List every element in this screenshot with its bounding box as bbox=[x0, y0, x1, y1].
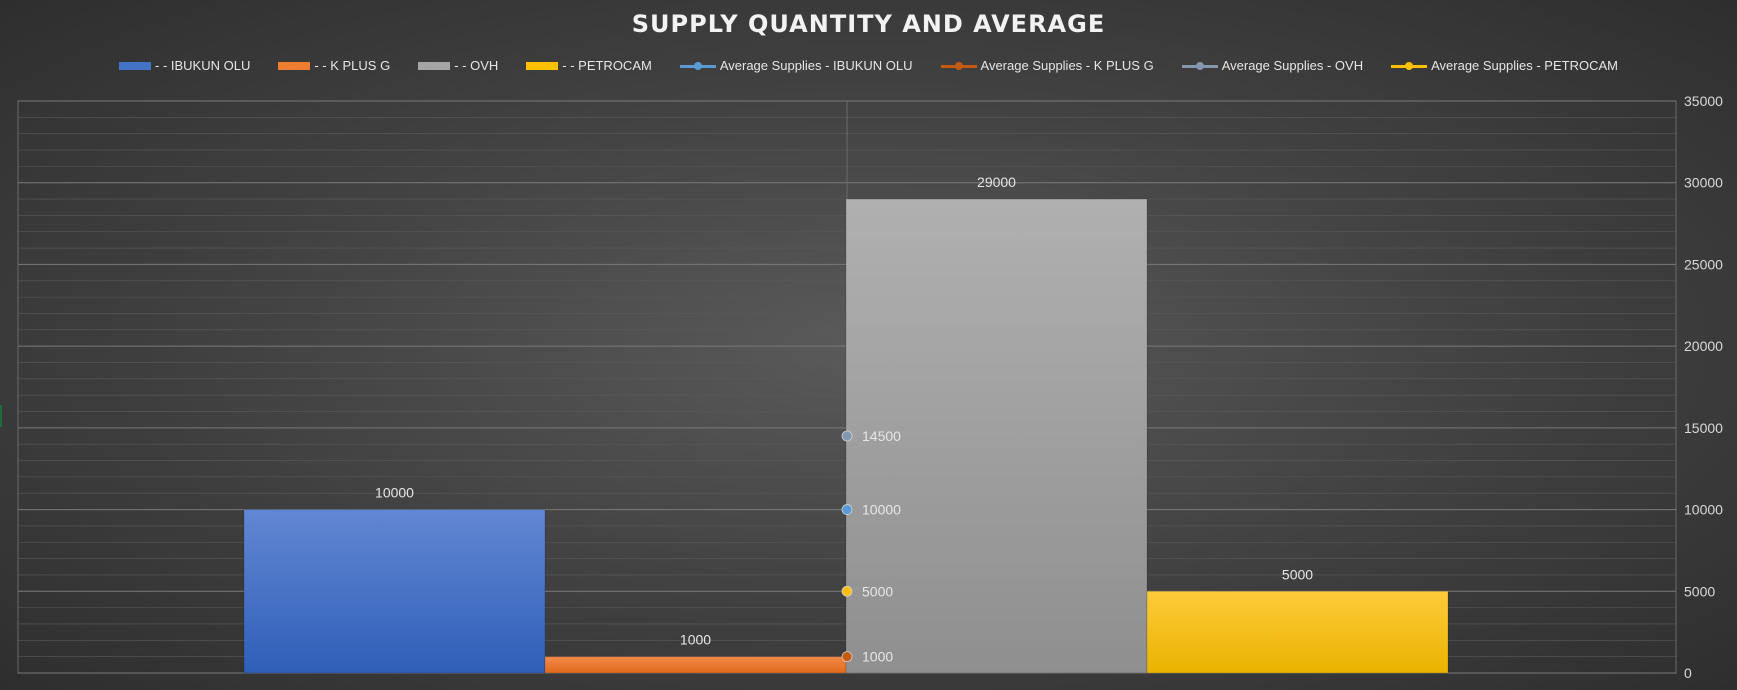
legend-swatch bbox=[119, 61, 151, 70]
y-tick-label: 5000 bbox=[1684, 583, 1715, 599]
bar-data-label: 10000 bbox=[375, 485, 414, 501]
legend-label: Average Supplies - K PLUS G bbox=[980, 58, 1154, 73]
legend-item-6: Average Supplies - OVH bbox=[1181, 58, 1364, 73]
legend-label: - - K PLUS G bbox=[314, 58, 391, 73]
legend-swatch bbox=[418, 61, 451, 70]
bar-data-label: 1000 bbox=[680, 632, 711, 648]
legend-label: - - OVH bbox=[454, 58, 499, 73]
chart-legend: - - IBUKUN OLU - - K PLUS G - - OVH - - PET… bbox=[0, 58, 1737, 73]
y-tick-label: 35000 bbox=[1684, 93, 1723, 109]
legend-item-5: Average Supplies - K PLUS G bbox=[940, 58, 1154, 73]
legend-line-marker bbox=[1391, 60, 1428, 72]
average-data-label: 1000 bbox=[862, 649, 893, 665]
y-tick-label: 15000 bbox=[1684, 420, 1723, 436]
legend-line-marker bbox=[940, 60, 977, 72]
legend-label: - - IBUKUN OLU bbox=[155, 58, 251, 73]
legend-item-2: - - OVH bbox=[418, 58, 498, 73]
average-marker bbox=[841, 430, 853, 442]
average-marker bbox=[841, 504, 853, 515]
legend-label: - - PETROCAM bbox=[562, 58, 652, 73]
bar-0 bbox=[243, 509, 546, 674]
average-marker bbox=[841, 585, 853, 597]
y-tick-label: 20000 bbox=[1684, 338, 1723, 354]
y-tick-label: 10000 bbox=[1684, 502, 1723, 518]
y-tick-label: 25000 bbox=[1684, 256, 1723, 272]
average-marker bbox=[841, 651, 853, 663]
legend-label: Average Supplies - OVH bbox=[1221, 58, 1364, 73]
legend-item-0: - - IBUKUN OLU bbox=[119, 58, 250, 73]
legend-item-1: - - K PLUS G bbox=[278, 58, 390, 73]
chart-title: SUPPLY QUANTITY AND AVERAGE bbox=[631, 10, 1106, 38]
average-data-label: 5000 bbox=[862, 583, 893, 599]
y-tick-label: 0 bbox=[1684, 665, 1692, 681]
legend-item-7: Average Supplies - PETROCAM bbox=[1391, 58, 1618, 73]
bar-data-label: 29000 bbox=[977, 174, 1016, 190]
legend-swatch bbox=[526, 61, 559, 70]
legend-line-marker bbox=[1181, 60, 1218, 72]
average-data-label: 10000 bbox=[862, 502, 901, 518]
bar-3 bbox=[1146, 590, 1449, 674]
left-edge-accent bbox=[0, 405, 2, 427]
bar-2 bbox=[845, 198, 1148, 674]
legend-line-marker bbox=[679, 60, 716, 72]
average-data-label: 14500 bbox=[862, 428, 901, 444]
legend-label: Average Supplies - PETROCAM bbox=[1431, 58, 1618, 73]
legend-label: Average Supplies - IBUKUN OLU bbox=[719, 58, 913, 73]
legend-item-4: Average Supplies - IBUKUN OLU bbox=[679, 58, 913, 73]
y-tick-label: 30000 bbox=[1684, 175, 1723, 191]
bar-1 bbox=[544, 656, 847, 674]
legend-swatch bbox=[278, 61, 311, 70]
legend-item-3: - - PETROCAM bbox=[526, 58, 652, 73]
bar-data-label: 5000 bbox=[1282, 566, 1313, 582]
